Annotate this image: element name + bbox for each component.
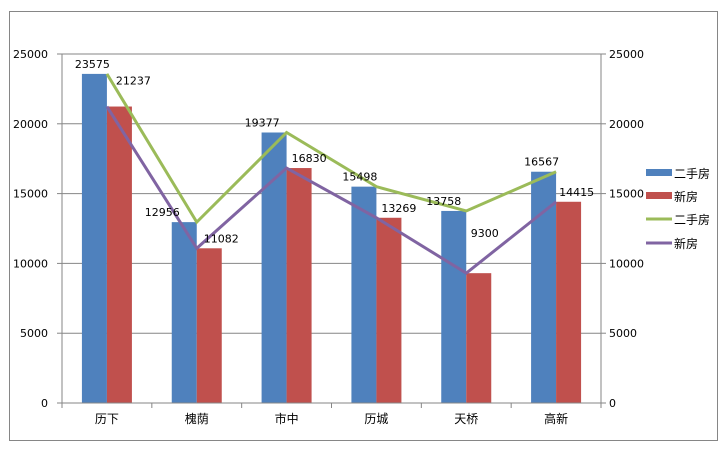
x-tick-label: 历下 [95, 412, 119, 426]
axes: 0 0 5000 5000 10000 10000 15000 15000 20000 20000… [13, 48, 644, 426]
legend-label: 新房 [674, 236, 698, 251]
bar [556, 201, 582, 403]
x-tick-label: 历城 [364, 412, 388, 426]
data-label: 21237 [116, 75, 151, 88]
y-tick-label: 15000 [13, 188, 48, 201]
legend-swatch [646, 192, 672, 199]
bar [81, 73, 107, 403]
data-label: 13269 [381, 202, 416, 215]
legend-label: 新房 [674, 189, 698, 204]
data-label: 9300 [471, 227, 499, 240]
legend-label: 二手房 [674, 212, 710, 227]
y-tick-label: 0 [41, 397, 48, 410]
bar [376, 217, 402, 403]
x-tick-label: 市中 [275, 411, 299, 426]
legend-swatch [646, 169, 672, 176]
data-label: 11082 [204, 232, 239, 245]
bar [106, 106, 132, 403]
x-tick-label: 高新 [544, 411, 568, 426]
legend-label: 二手房 [674, 166, 710, 181]
data-label: 19377 [245, 116, 280, 129]
y-tick-label: 5000 [20, 327, 48, 340]
data-label: 16567 [524, 156, 559, 169]
y2-tick-label: 10000 [609, 257, 644, 270]
x-tick-label: 天桥 [454, 412, 478, 426]
y-tick-label: 10000 [13, 257, 48, 270]
bar [441, 210, 467, 403]
bars [81, 73, 582, 404]
line-series [105, 105, 558, 276]
y2-tick-label: 5000 [609, 327, 637, 340]
data-labels: 23575 12956 19377 15498 13758 16567 21237 11082… [75, 58, 594, 245]
bar [171, 222, 197, 403]
data-label: 14415 [559, 186, 594, 199]
x-tick-label: 槐荫 [185, 411, 209, 426]
data-label: 23575 [75, 58, 110, 71]
y2-tick-label: 20000 [609, 118, 644, 131]
bar [466, 273, 492, 403]
bar [351, 186, 377, 403]
y2-tick-label: 0 [609, 397, 616, 410]
data-label: 16830 [292, 152, 327, 165]
y2-tick-label: 25000 [609, 48, 644, 61]
bar [286, 168, 312, 403]
data-label: 13758 [426, 195, 461, 208]
bar [196, 248, 222, 403]
lines [105, 73, 558, 276]
gridlines [62, 53, 601, 334]
data-label: 12956 [145, 206, 180, 219]
y-tick-label: 25000 [13, 48, 48, 61]
line-series [105, 73, 557, 225]
y-tick-label: 20000 [13, 118, 48, 131]
data-label: 15498 [342, 171, 377, 184]
y2-tick-label: 15000 [609, 188, 644, 201]
